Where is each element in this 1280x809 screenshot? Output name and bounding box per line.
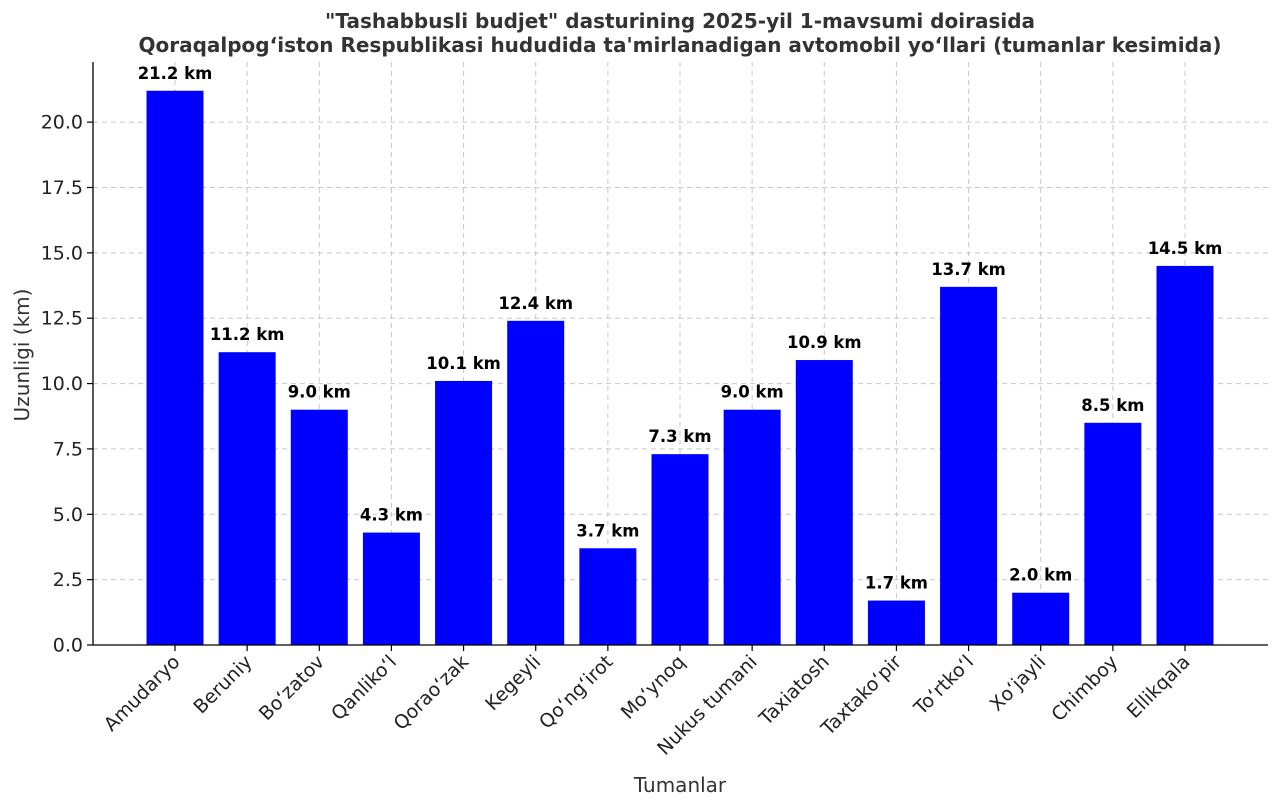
x-tick-label: Xo‘jayli <box>986 651 1051 716</box>
y-tick-label: 20.0 <box>41 112 83 134</box>
chart-title-line-2: Qoraqalpog‘iston Respublikasi hududida t… <box>138 33 1221 57</box>
x-tick-label: Qorao‘zak <box>389 651 473 735</box>
data-label: 13.7 km <box>931 260 1006 279</box>
data-label: 7.3 km <box>648 427 711 446</box>
data-label: 2.0 km <box>1009 566 1072 585</box>
x-axis-label: Tumanlar <box>633 773 727 797</box>
bar <box>651 454 709 645</box>
axis-ticks: 0.0 2.5 5.0 7.5 10.0 12.5 15.0 17.5 20.0 Amudaryo… <box>41 112 1195 760</box>
x-tick-label: Mo‘ynoq <box>617 651 690 724</box>
data-label: 10.1 km <box>426 354 501 373</box>
y-tick-label: 5.0 <box>53 504 83 526</box>
x-tick-label: Qo‘ng‘irot <box>535 651 617 733</box>
chart-title-line-1: "Tashabbusli budjet" dasturining 2025-yi… <box>325 9 1035 33</box>
y-tick-label: 7.5 <box>53 438 83 460</box>
x-tick-label: Ellikqala <box>1123 651 1195 723</box>
y-tick-label: 10.0 <box>41 373 83 395</box>
y-tick-label: 2.5 <box>53 569 83 591</box>
bar <box>362 532 420 645</box>
bars <box>146 90 1214 645</box>
bar <box>795 360 853 645</box>
y-axis-label: Uzunligi (km) <box>10 289 34 422</box>
data-label: 1.7 km <box>865 574 928 593</box>
y-tick-label: 0.0 <box>53 635 83 657</box>
x-tick-label: Amudaryo <box>100 651 185 736</box>
bar <box>146 90 204 645</box>
bar <box>218 352 276 645</box>
data-label: 4.3 km <box>360 506 423 525</box>
y-tick-label: 17.5 <box>41 177 83 199</box>
bar <box>435 380 493 645</box>
data-label: 21.2 km <box>138 64 213 83</box>
bar <box>507 320 565 645</box>
bar <box>1156 265 1214 645</box>
data-labels: 21.2 km 11.2 km 9.0 km 4.3 km 10.1 km 12.4 km… <box>138 64 1223 593</box>
bar <box>1084 422 1142 645</box>
x-tick-label: Bo‘zatov <box>255 651 329 725</box>
y-tick-label: 15.0 <box>41 242 83 264</box>
bar <box>290 409 348 645</box>
data-label: 11.2 km <box>210 325 285 344</box>
x-tick-label: To‘rtko‘l <box>909 651 978 720</box>
data-label: 8.5 km <box>1081 396 1144 415</box>
x-tick-label: Chimboy <box>1047 651 1122 726</box>
data-label: 9.0 km <box>288 383 351 402</box>
bar <box>1012 592 1070 645</box>
x-tick-label: Beruniy <box>189 651 256 718</box>
data-label: 9.0 km <box>721 383 784 402</box>
data-label: 10.9 km <box>787 333 862 352</box>
x-tick-label: Qanliko‘l <box>327 651 401 725</box>
data-label: 3.7 km <box>576 521 639 540</box>
data-label: 14.5 km <box>1148 239 1223 258</box>
y-tick-label: 12.5 <box>41 308 83 330</box>
bar <box>940 286 998 645</box>
bar <box>723 409 781 645</box>
bar <box>867 600 925 645</box>
bar <box>579 548 637 645</box>
x-tick-label: Kegeyli <box>481 651 545 715</box>
data-label: 12.4 km <box>498 294 573 313</box>
